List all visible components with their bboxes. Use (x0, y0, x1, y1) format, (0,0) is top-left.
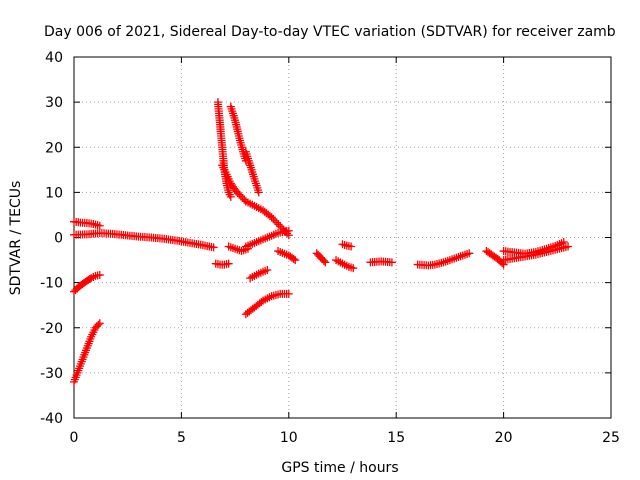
y-tick-label: 10 (45, 185, 63, 201)
data-point (272, 218, 281, 227)
x-tick-label: 25 (602, 430, 620, 446)
y-axis-label: SDTVAR / TECUs (8, 181, 24, 296)
data-point (340, 240, 349, 249)
data-point (267, 213, 276, 222)
series-arc-14 (366, 257, 396, 267)
y-tick-label: 40 (45, 50, 63, 66)
data-point (319, 256, 328, 265)
data-point (347, 242, 356, 251)
series-arc-steep-b (226, 102, 250, 165)
data-point (284, 289, 293, 298)
x-tick-label: 0 (70, 430, 79, 446)
series-arc-long (70, 228, 218, 252)
data-point (226, 192, 235, 201)
data-point (274, 220, 283, 229)
data-point (94, 320, 103, 329)
series-arc-mid-d (241, 226, 293, 251)
series-arc-start-upper (70, 217, 104, 230)
y-tick-label: 0 (54, 231, 63, 247)
y-tick-label: -30 (40, 366, 63, 382)
x-tick-label: 10 (280, 430, 298, 446)
series-arc-12b (338, 240, 356, 251)
data-point (465, 249, 474, 258)
series-arc-12 (332, 256, 358, 273)
y-tick-label: -40 (40, 411, 63, 427)
series-arc-dip (241, 289, 293, 319)
x-tick-label: 20 (495, 430, 513, 446)
series-arc-mid-e (246, 265, 272, 283)
series-arc-decay (241, 197, 293, 240)
series-arc-steep-c (218, 161, 250, 206)
data-point (254, 188, 263, 197)
data-point (291, 256, 300, 265)
data-point (95, 221, 104, 230)
data-point (95, 319, 104, 328)
y-tick-label: -10 (40, 276, 63, 292)
data-points (70, 98, 573, 386)
data-point (239, 246, 248, 255)
data-point (321, 258, 330, 267)
y-tick-label: 30 (45, 95, 63, 111)
x-tick-label: 15 (387, 430, 405, 446)
y-tick-label: -20 (40, 321, 63, 337)
data-point (269, 214, 278, 223)
data-point (209, 243, 218, 252)
series-arc-steep-d (241, 147, 263, 197)
grid-lines (74, 57, 611, 418)
series-arc-low-a (70, 319, 104, 386)
series-arc-mid-c (224, 242, 252, 256)
x-axis-label: GPS time / hours (281, 460, 398, 476)
data-point (349, 264, 358, 273)
series-arc-16 (413, 249, 474, 270)
data-point (564, 242, 573, 251)
data-point (95, 270, 104, 279)
data-point (284, 226, 293, 235)
data-point (263, 265, 272, 274)
data-point (387, 258, 396, 267)
data-point (271, 216, 280, 225)
data-point (224, 259, 233, 268)
series-arc-low-b (70, 270, 104, 296)
x-tick-labels: 0 5 10 15 20 25 (70, 430, 620, 446)
x-tick-label: 5 (177, 430, 186, 446)
series-arc-10 (274, 247, 300, 265)
tick-marks (73, 56, 612, 419)
series-arc-11 (312, 249, 330, 267)
data-point (338, 240, 347, 249)
series-arc-20-lower (499, 242, 573, 265)
series-arc-mid-neg (211, 259, 233, 269)
y-tick-label: 20 (45, 140, 63, 156)
chart-title: Day 006 of 2021, Sidereal Day-to-day VTE… (44, 24, 616, 40)
y-tick-labels: -40 -30 -20 -10 0 10 20 30 40 (40, 50, 63, 427)
data-point (289, 254, 298, 263)
